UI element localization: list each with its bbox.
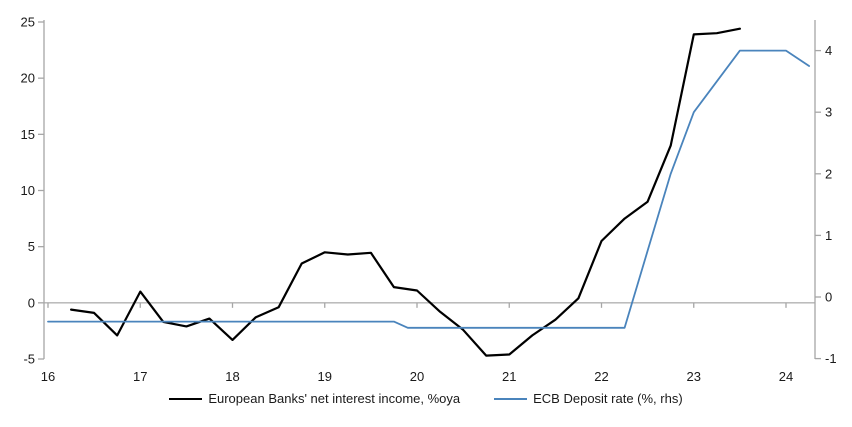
left-axis-tick-label: 0	[28, 295, 35, 310]
x-axis-tick-label: 17	[133, 369, 147, 384]
legend-item-ecb-deposit-rate: ECB Deposit rate (%, rhs)	[494, 391, 683, 406]
x-axis-tick-label: 20	[410, 369, 424, 384]
x-axis-tick-label: 24	[779, 369, 793, 384]
left-axis-tick-label: 10	[21, 183, 35, 198]
left-axis-tick-label: 20	[21, 71, 35, 86]
right-axis-tick-label: 3	[825, 105, 832, 120]
series-line-net-interest-income	[69, 27, 742, 357]
x-axis-tick-label: 23	[687, 369, 701, 384]
black-line-swatch	[169, 397, 203, 400]
left-axis-tick-label: 15	[21, 127, 35, 142]
legend-label-ecb-deposit-rate: ECB Deposit rate (%, rhs)	[533, 391, 683, 406]
left-axis-tick-label: 5	[28, 239, 35, 254]
right-axis-tick-label: 0	[825, 290, 832, 305]
left-axis-tick-label: -5	[23, 352, 35, 367]
right-axis-tick-label: 4	[825, 43, 832, 58]
blue-line-swatch	[494, 397, 528, 400]
series-line-ecb-deposit-rate	[47, 49, 810, 329]
right-axis-tick-label: -1	[825, 351, 837, 366]
chart-legend: European Banks' net interest income, %oy…	[0, 391, 852, 406]
x-axis-tick-label: 18	[225, 369, 239, 384]
x-axis-tick-label: 22	[594, 369, 608, 384]
x-axis-tick-label: 16	[41, 369, 55, 384]
x-axis-tick-label: 19	[318, 369, 332, 384]
legend-item-net-interest-income: European Banks' net interest income, %oy…	[169, 391, 460, 406]
legend-label-net-interest-income: European Banks' net interest income, %oy…	[208, 391, 461, 406]
x-axis-tick-label: 21	[502, 369, 516, 384]
right-axis-tick-label: 2	[825, 166, 832, 181]
right-axis-tick-label: 1	[825, 228, 832, 243]
left-axis-tick-label: 25	[21, 15, 35, 30]
